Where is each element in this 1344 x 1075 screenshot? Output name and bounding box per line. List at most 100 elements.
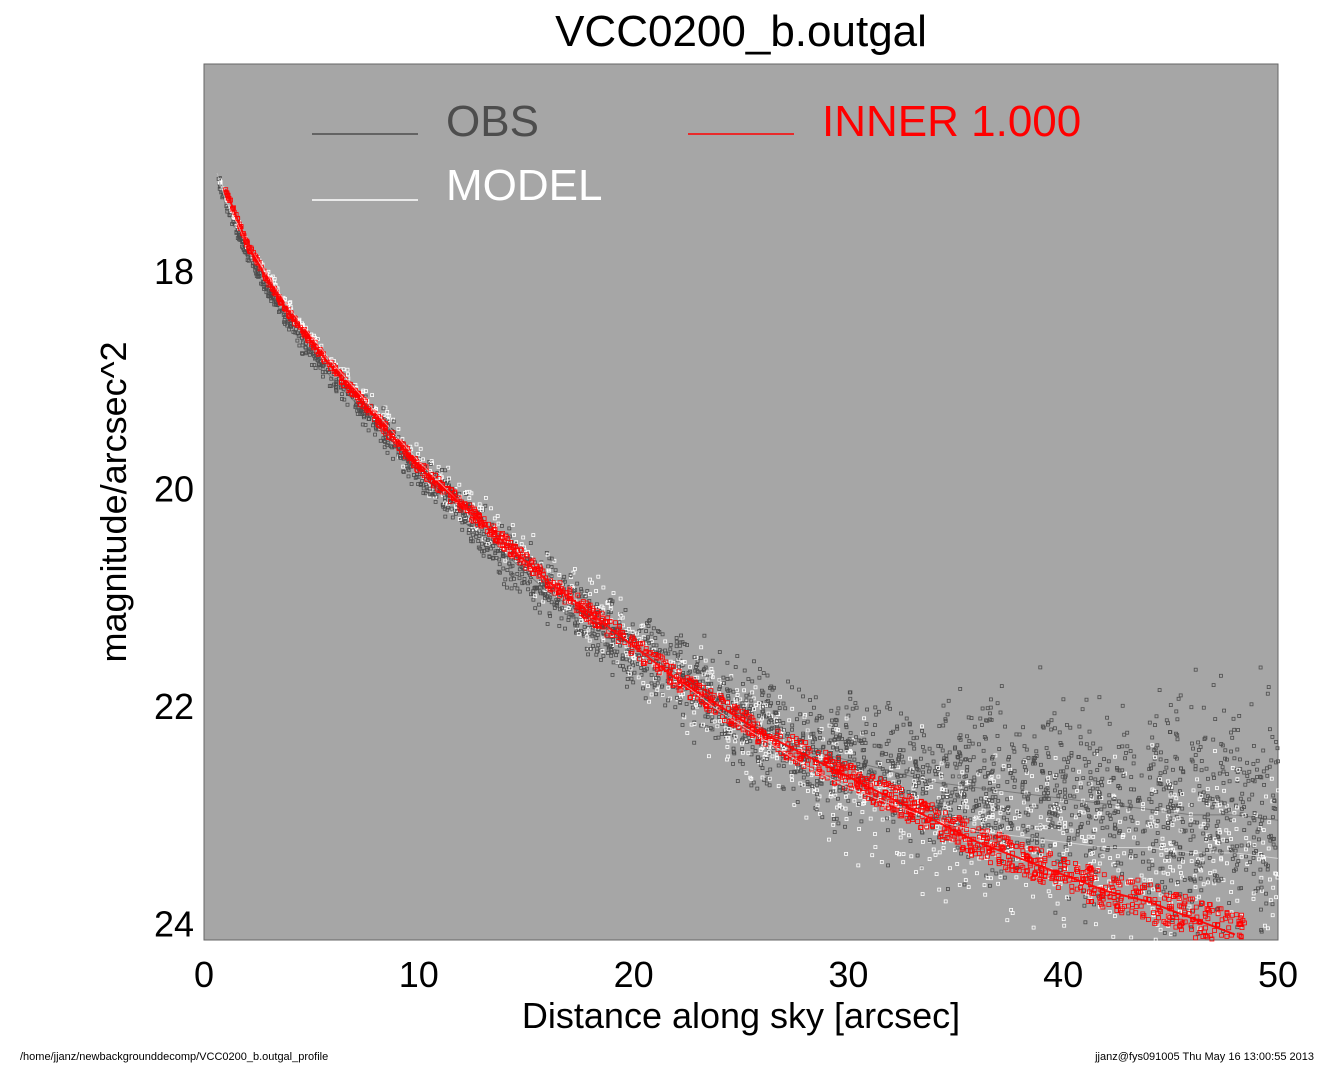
obs-point [1214,874,1219,879]
model-point [1267,820,1272,825]
obs-point [449,506,454,511]
obs-point [753,749,758,753]
model-point [1263,923,1267,928]
model-point [1175,882,1179,887]
obs-point [971,787,976,792]
obs-point [692,740,697,745]
obs-point [884,742,889,746]
obs-point [1124,751,1128,755]
obs-point [649,673,654,677]
obs-point [1260,800,1264,805]
obs-point [886,701,891,705]
obs-point [750,745,755,750]
obs-point [1042,791,1046,796]
obs-point [877,761,882,766]
obs-point [919,756,923,761]
model-point [1062,923,1067,928]
obs-point [1190,899,1194,904]
model-point [873,832,877,836]
obs-point [678,650,683,654]
model-point [709,667,714,671]
obs-point [1088,776,1093,781]
obs-point [1244,854,1248,859]
obs-point [943,718,948,723]
model-point [552,558,557,563]
chart-title: VCC0200_b.outgal [555,7,927,56]
obs-point [1201,790,1206,795]
model-point [1038,815,1043,820]
model-point [996,818,1001,823]
model-point [937,850,942,855]
obs-point [1068,822,1073,827]
obs-point [1046,791,1050,795]
model-point [1151,913,1156,917]
model-point [753,685,758,690]
model-point [966,780,971,784]
model-point [668,696,672,701]
obs-point [1075,832,1080,837]
model-point [605,601,610,605]
obs-point [1098,763,1102,767]
model-point [733,734,738,739]
obs-point [911,736,916,741]
model-point [1266,846,1271,851]
obs-point [889,731,894,735]
obs-point [878,775,883,780]
obs-point [1229,749,1233,754]
model-point [1172,792,1177,797]
obs-point [1070,813,1074,818]
obs-point [621,664,625,668]
obs-point [735,654,740,658]
obs-point [968,779,973,784]
obs-point [1235,747,1240,752]
obs-point [1219,761,1223,765]
obs-point [703,714,708,719]
obs-point [902,773,907,778]
obs-point [1008,821,1013,825]
obs-point [829,789,833,794]
obs-point [1106,759,1111,764]
obs-point [1151,842,1155,847]
obs-point [891,819,896,824]
obs-point [1077,724,1082,729]
model-point [1016,826,1020,831]
model-point [1215,786,1219,790]
obs-point [386,441,391,446]
obs-point [915,735,919,740]
obs-point [1207,856,1212,860]
model-point [414,442,419,447]
model-point [449,509,454,514]
obs-point [795,717,799,722]
obs-point [757,713,761,718]
obs-point [805,780,810,784]
obs-point [423,491,428,496]
obs-point [1001,808,1006,812]
obs-point [844,705,849,710]
obs-point [1046,797,1051,801]
model-point [829,792,833,796]
obs-point [815,779,819,783]
obs-point [791,786,796,791]
model-point [1235,898,1240,903]
obs-point [762,713,766,718]
model-point [692,710,697,715]
obs-point [1146,745,1151,750]
obs-point [1155,884,1159,889]
obs-point [1230,797,1235,802]
obs-point [1199,768,1204,773]
obs-point [445,507,450,512]
obs-point [1222,708,1226,713]
obs-point [1087,729,1092,734]
obs-point [844,723,848,727]
model-point [660,693,665,697]
obs-point [649,631,654,636]
obs-point [1017,732,1022,737]
obs-point [1270,902,1275,907]
obs-point [1169,878,1173,883]
obs-point [930,751,935,756]
obs-point [1168,890,1172,895]
obs-point [811,744,815,749]
model-point [757,701,761,706]
obs-point [340,396,344,401]
obs-point [1141,851,1145,856]
